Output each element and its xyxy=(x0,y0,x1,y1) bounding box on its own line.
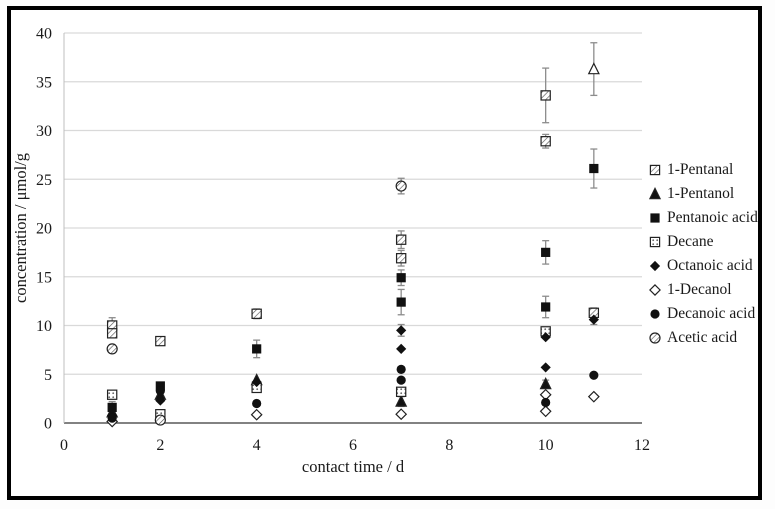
legend-label: Pentanoic acid xyxy=(667,208,758,226)
series-pentanoic-acid xyxy=(107,163,599,412)
y-tick-25: 25 xyxy=(36,172,52,189)
y-tick-30: 30 xyxy=(36,123,52,140)
diamond-open-legend-icon xyxy=(649,283,661,296)
x-tick-6: 6 xyxy=(349,437,357,454)
series-octanoic-acid xyxy=(107,314,599,421)
x-tick-8: 8 xyxy=(445,437,453,454)
chart-legend: 1-Pentanal 1-Pentanol Pentanoic acid Decane… xyxy=(648,160,758,347)
legend-label: 1-Pentanal xyxy=(667,160,734,178)
x-tick-12: 12 xyxy=(634,437,650,454)
y-tick-10: 10 xyxy=(36,318,52,335)
legend-label: 1-Pentanol xyxy=(667,184,735,202)
figure-frame xyxy=(7,6,762,500)
legend-item-1-decanol: 1-Decanol xyxy=(648,280,758,299)
x-axis-label: contact time / d xyxy=(302,457,405,476)
circle-hatch-legend-icon xyxy=(649,331,661,344)
square-hatch-legend-icon xyxy=(649,164,661,175)
legend-item-decanoic-acid: Decanoic acid xyxy=(648,304,758,323)
series-acetic-acid xyxy=(106,180,407,426)
circle-fill-legend-icon xyxy=(650,308,660,319)
legend-item-decane: Decane xyxy=(648,232,758,251)
y-tick-35: 35 xyxy=(36,74,52,91)
y-tick-20: 20 xyxy=(36,221,52,238)
legend-label: 1-Decanol xyxy=(667,280,732,298)
legend-item-1-pentanol: 1-Pentanol xyxy=(648,184,758,203)
x-tick-10: 10 xyxy=(538,437,554,454)
legend-label: Decanoic acid xyxy=(667,304,756,322)
y-tick-40: 40 xyxy=(36,26,52,43)
x-tick-0: 0 xyxy=(60,437,68,454)
legend-label: Octanoic acid xyxy=(667,256,753,274)
triangle-fill-legend-icon xyxy=(648,186,662,199)
legend-label: Acetic acid xyxy=(667,328,738,346)
x-tick-4: 4 xyxy=(253,437,261,454)
square-dot-legend-icon xyxy=(649,236,661,247)
legend-item-1-pentanal: 1-Pentanal xyxy=(648,160,758,179)
series-1-pentanol xyxy=(106,62,600,418)
y-tick-0: 0 xyxy=(44,416,52,433)
legend-item-pentanoic-acid: Pentanoic acid xyxy=(648,208,758,227)
square-fill-legend-icon xyxy=(650,212,660,223)
legend-item-octanoic-acid: Octanoic acid xyxy=(648,256,758,275)
diamond-fill-legend-icon xyxy=(649,260,661,271)
x-tick-2: 2 xyxy=(156,437,164,454)
series-1-decanol xyxy=(106,388,600,428)
y-axis-label: concentration / μmol/g xyxy=(11,153,30,303)
legend-item-acetic-acid: Acetic acid xyxy=(648,328,758,347)
legend-label: Decane xyxy=(667,232,714,250)
y-tick-5: 5 xyxy=(44,367,52,384)
series-decanoic-acid xyxy=(107,364,599,423)
y-tick-15: 15 xyxy=(36,269,52,286)
series-1-pentanal xyxy=(106,90,600,347)
series-decane xyxy=(106,326,551,420)
